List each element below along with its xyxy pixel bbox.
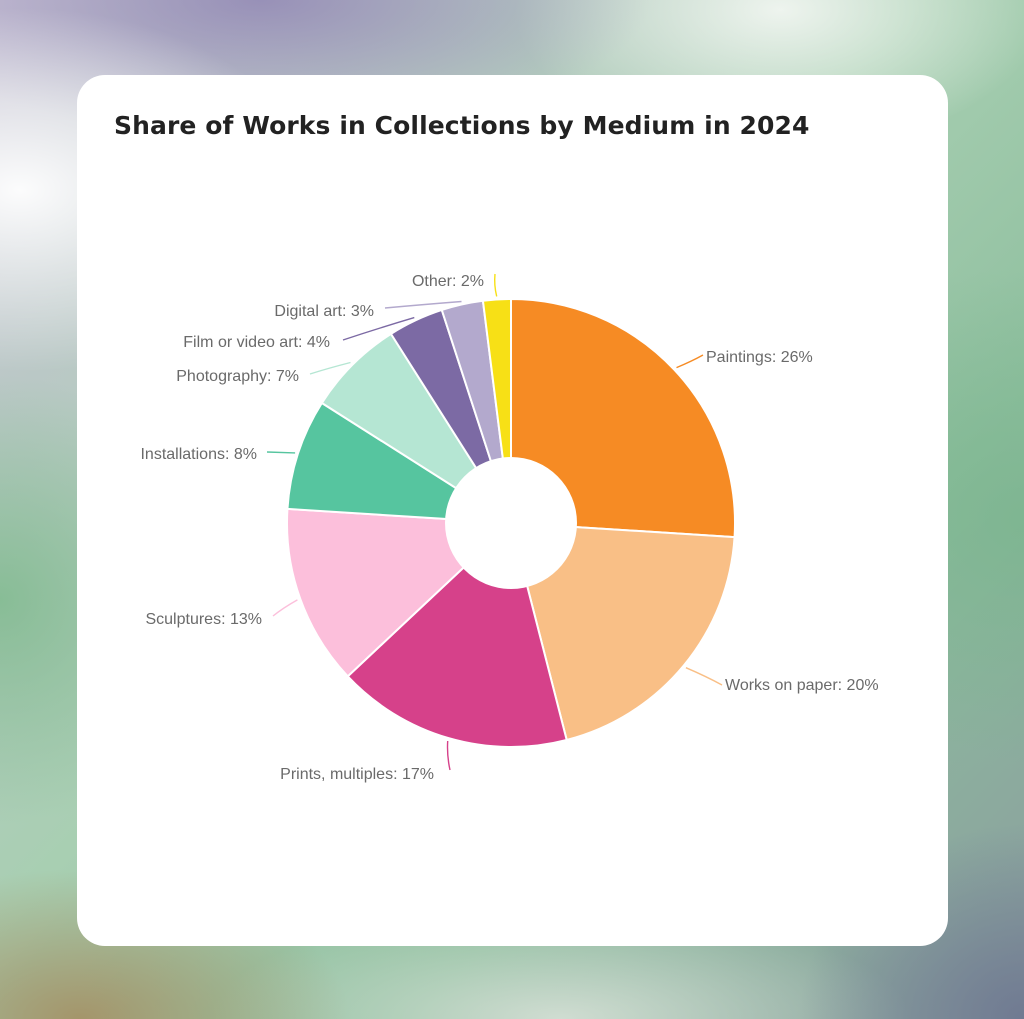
slice-works-on-paper xyxy=(510,522,736,741)
slice-label-other: Other: 2% xyxy=(412,273,484,290)
leader-line-sculptures xyxy=(272,599,298,617)
leader-line-paintings xyxy=(676,354,704,369)
leader-line-film-or-video-art xyxy=(342,316,415,341)
chart-title: Share of Works in Collections by Medium … xyxy=(114,111,810,140)
leader-line-installations xyxy=(266,451,296,454)
leader-line-digital-art xyxy=(384,300,462,309)
slice-label-digital-art: Digital art: 3% xyxy=(274,303,374,320)
leader-line-prints-multiples xyxy=(446,740,451,771)
slice-label-works-on-paper: Works on paper: 20% xyxy=(725,677,879,694)
slice-label-prints-multiples: Prints, multiples: 17% xyxy=(280,766,434,783)
donut-hole xyxy=(445,457,577,589)
slice-label-paintings: Paintings: 26% xyxy=(706,349,813,366)
slice-label-photography: Photography: 7% xyxy=(176,368,299,385)
slice-paintings xyxy=(510,298,736,539)
chart-card: Share of Works in Collections by Medium … xyxy=(77,75,948,946)
donut-chart: Paintings: 26% Works on paper: 20% Prints,… xyxy=(140,273,879,783)
slice-label-installations: Installations: 8% xyxy=(140,446,257,463)
leader-line-other xyxy=(493,273,498,297)
leader-line-photography xyxy=(309,361,351,375)
leader-line-works-on-paper xyxy=(685,667,723,686)
slice-label-film-or-video-art: Film or video art: 4% xyxy=(183,334,330,351)
slice-label-sculptures: Sculptures: 13% xyxy=(145,611,262,628)
